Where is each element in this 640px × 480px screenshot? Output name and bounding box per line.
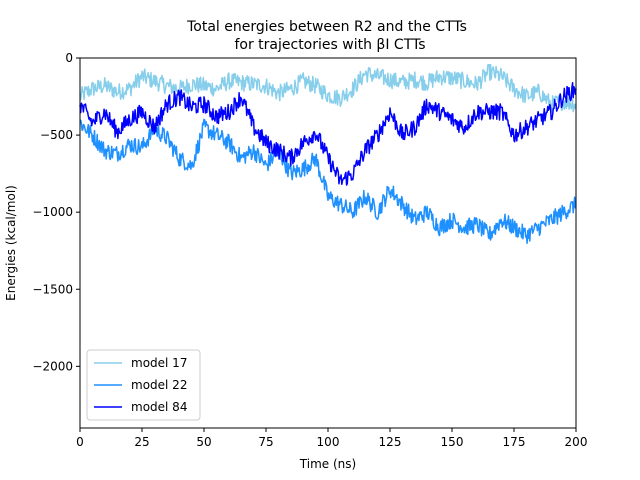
x-axis: 0 25 50 75 100 125 150 175 200 <box>76 428 587 449</box>
x-tick-label: 50 <box>196 435 211 449</box>
chart-title: Total energies between R2 and the CTTs <box>186 19 467 35</box>
legend-label-model-22: model 22 <box>131 378 187 392</box>
series-line-model-84 <box>79 82 577 186</box>
x-tick-label: 100 <box>317 435 340 449</box>
y-tick-label: 0 <box>65 51 73 65</box>
y-axis-label: Energies (kcal/mol) <box>4 185 18 301</box>
x-axis-label: Time (ns) <box>299 457 356 471</box>
x-tick-label: 175 <box>503 435 526 449</box>
legend-label-model-84: model 84 <box>131 400 187 414</box>
x-tick-label: 200 <box>565 435 588 449</box>
x-tick-label: 25 <box>134 435 149 449</box>
chart-subtitle: for trajectories with βI CTTs <box>234 37 425 53</box>
series-line-model-22 <box>79 118 577 245</box>
x-tick-label: 150 <box>441 435 464 449</box>
x-tick-label: 75 <box>258 435 273 449</box>
x-tick-label: 125 <box>379 435 402 449</box>
series-line-model-17 <box>79 63 577 113</box>
x-tick-label: 0 <box>76 435 84 449</box>
y-axis: 0 −500 −1000 −1500 −2000 <box>32 51 80 373</box>
y-tick-label: −500 <box>40 128 73 142</box>
y-tick-label: −1500 <box>32 282 73 296</box>
y-tick-label: −1000 <box>32 205 73 219</box>
y-tick-label: −2000 <box>32 359 73 373</box>
legend: model 17 model 22 model 84 <box>86 349 201 421</box>
series-layer <box>79 63 577 245</box>
legend-label-model-17: model 17 <box>131 356 187 370</box>
legend-box <box>86 349 201 421</box>
